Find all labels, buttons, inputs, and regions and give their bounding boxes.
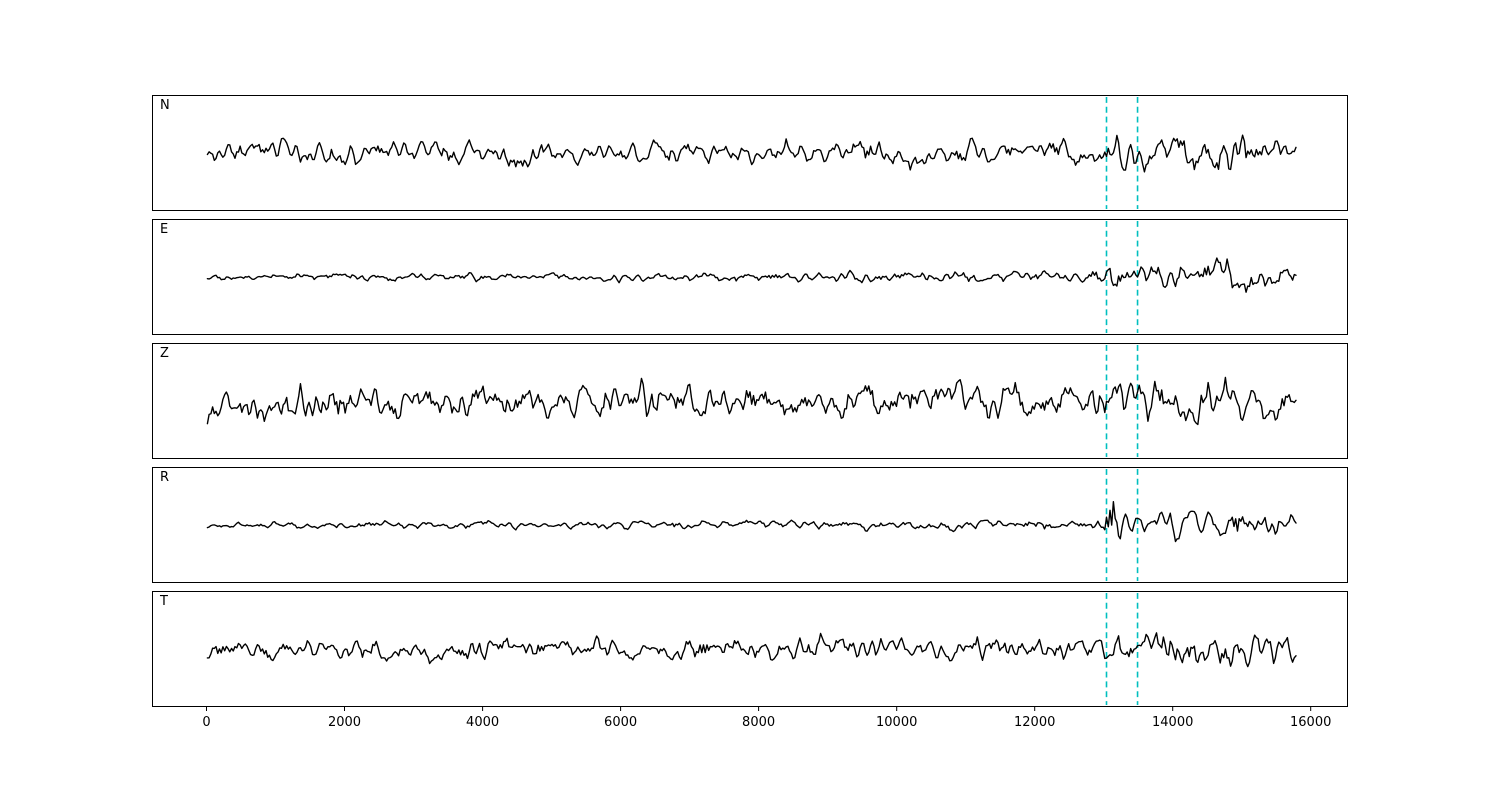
waveform-panel-Z: Z [152, 343, 1348, 459]
panel-label-N: N [160, 98, 170, 113]
x-tick-label: 10000 [876, 715, 918, 730]
waveform-plot-area-R [206, 468, 1297, 582]
waveform-plot-area-N [206, 96, 1297, 210]
waveform-panel-N: N [152, 95, 1348, 211]
x-axis-labels: 0 2000 4000 6000 8000 10000 12000 14000 16000 [152, 715, 1348, 733]
panel-label-E: E [160, 222, 169, 237]
x-tick-label: 6000 [604, 715, 638, 730]
x-tick-label: 2000 [327, 715, 362, 730]
waveform-trace-N [206, 134, 1297, 173]
x-tick-label: 14000 [1152, 715, 1194, 730]
x-tick-label: 12000 [1014, 715, 1056, 730]
x-axis-ticks [206, 707, 1312, 711]
x-tick-label: 16000 [1290, 715, 1332, 730]
waveform-plot-area-T [206, 592, 1297, 706]
panel-label-R: R [160, 470, 170, 485]
waveform-panel-E: E [152, 219, 1348, 335]
panel-label-Z: Z [160, 346, 169, 361]
waveform-plot-area-Z [206, 344, 1297, 458]
waveform-trace-E [206, 257, 1297, 293]
x-tick-label: 0 [202, 715, 211, 730]
waveform-panel-T: T [152, 591, 1348, 707]
waveform-trace-T [206, 632, 1297, 668]
x-tick-label: 4000 [466, 715, 500, 730]
panel-label-T: T [160, 594, 168, 609]
waveform-panel-R: R [152, 467, 1348, 583]
waveform-plot-area-E [206, 220, 1297, 334]
x-tick-label: 8000 [742, 715, 776, 730]
waveform-trace-Z [206, 376, 1297, 426]
waveform-trace-R [206, 501, 1297, 543]
